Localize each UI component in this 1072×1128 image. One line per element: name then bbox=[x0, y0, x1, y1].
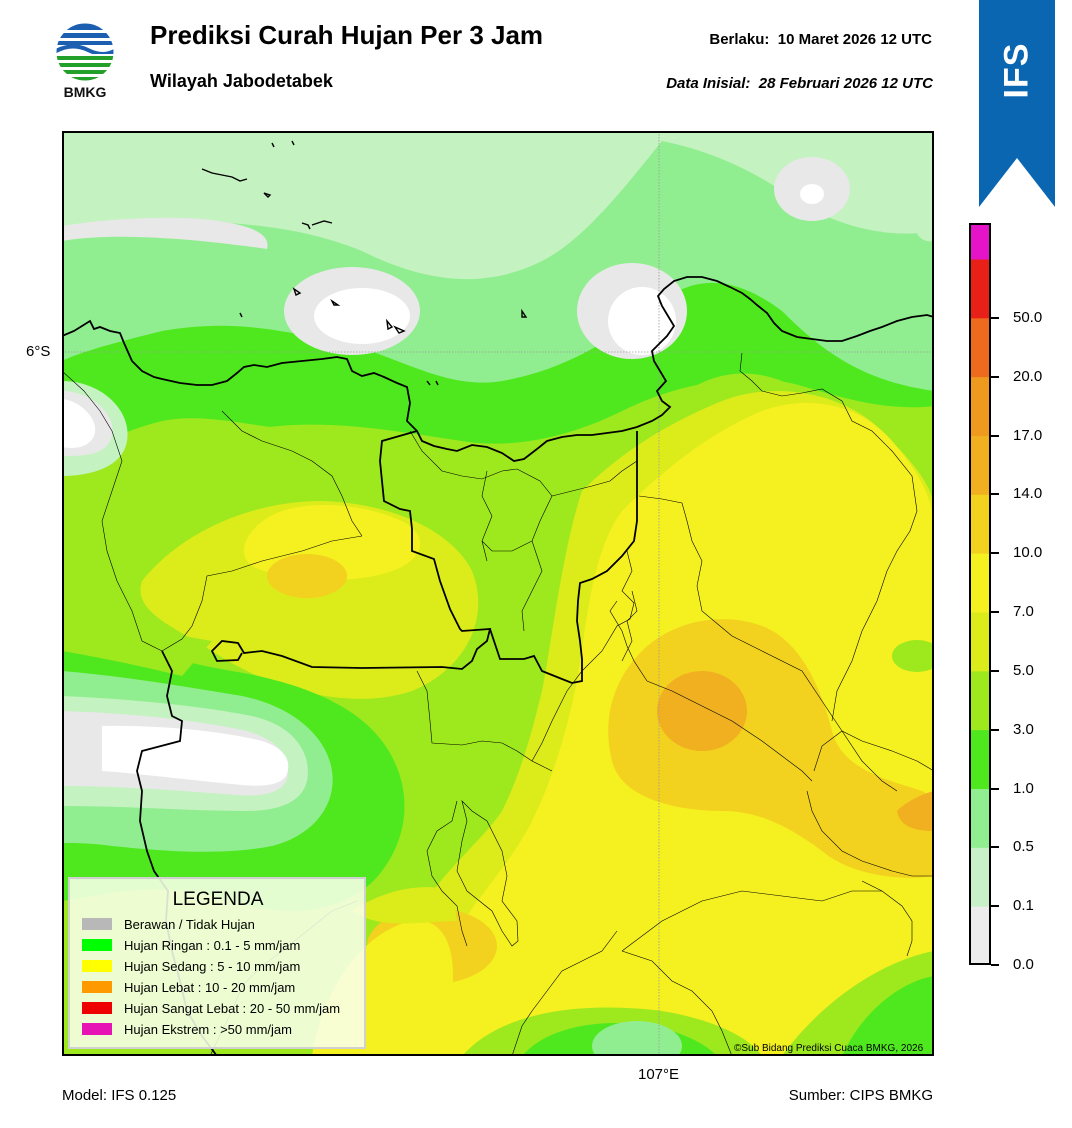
colorbar-tick-label: 20.0 bbox=[1013, 367, 1043, 385]
colorbar-segment bbox=[969, 729, 991, 789]
valid-time: Berlaku: 10 Maret 2026 12 UTC bbox=[709, 31, 932, 48]
legend-swatch bbox=[82, 939, 112, 951]
coastline bbox=[62, 276, 934, 462]
colorbar-segment bbox=[969, 494, 991, 554]
legend-label: Hujan Ringan : 0.1 - 5 mm/jam bbox=[124, 937, 301, 953]
legend-label: Hujan Lebat : 10 - 20 mm/jam bbox=[124, 979, 296, 995]
model-info: Model: IFS 0.125 bbox=[62, 1087, 177, 1104]
colorbar-tick-label: 3.0 bbox=[1013, 720, 1034, 738]
ifs-badge bbox=[979, 0, 1055, 207]
colorbar-tick-label: 0.5 bbox=[1013, 838, 1034, 856]
colorbar-tick bbox=[991, 434, 999, 437]
legend-label: Berawan / Tidak Hujan bbox=[124, 916, 255, 932]
colorbar-segment bbox=[969, 376, 991, 436]
page-title: Prediksi Curah Hujan Per 3 Jam bbox=[150, 20, 544, 50]
longitude-label: 107°E bbox=[638, 1066, 680, 1083]
colorbar-segment bbox=[969, 317, 991, 378]
colorbar-tick bbox=[991, 611, 999, 613]
colorbar-segment bbox=[969, 223, 991, 260]
legend-label: Hujan Ekstrem : >50 mm/jam bbox=[124, 1021, 292, 1037]
legend-swatch bbox=[82, 918, 112, 930]
latitude-label: 6°S bbox=[26, 343, 51, 360]
init-label: Data Inisial: bbox=[666, 75, 751, 92]
colorbar-segment bbox=[969, 847, 991, 907]
legend-label: Hujan Sangat Lebat : 20 - 50 mm/jam bbox=[124, 1000, 341, 1016]
colorbar-segment bbox=[969, 435, 991, 495]
colorbar-tick-label: 14.0 bbox=[1013, 485, 1043, 503]
valid-label: Berlaku: bbox=[709, 31, 770, 48]
colorbar-tick bbox=[991, 964, 999, 966]
colorbar-segment bbox=[969, 612, 991, 672]
region-subtitle: Wilayah Jabodetabek bbox=[150, 71, 333, 91]
map-credit: ©Sub Bidang Prediksi Cuaca BMKG, 2026 bbox=[734, 1043, 924, 1054]
legend-item-moderate-rain: Hujan Sedang : 5 - 10 mm/jam bbox=[82, 958, 300, 974]
colorbar-tick bbox=[991, 905, 999, 908]
colorbar-tick bbox=[991, 375, 999, 378]
legend-item-light-rain: Hujan Ringan : 0.1 - 5 mm/jam bbox=[82, 937, 300, 953]
legend-swatch bbox=[82, 960, 112, 972]
colorbar-tick-label: 5.0 bbox=[1013, 661, 1034, 679]
thousand-islands bbox=[201, 140, 528, 386]
valid-value: 10 Maret 2026 12 UTC bbox=[777, 31, 932, 48]
colorbar-tick bbox=[991, 728, 999, 731]
init-time: Data Inisial: 28 Februari 2026 12 UTC bbox=[666, 75, 933, 92]
legend-swatch bbox=[82, 1023, 112, 1035]
legend-item-no-rain: Berawan / Tidak Hujan bbox=[82, 916, 255, 932]
colorbar-tick-label: 10.0 bbox=[1013, 544, 1043, 562]
colorbar bbox=[969, 223, 991, 965]
colorbar-tick bbox=[991, 316, 999, 319]
legend-swatch bbox=[82, 1002, 112, 1014]
colorbar-tick bbox=[991, 669, 999, 672]
legend-label: Hujan Sedang : 5 - 10 mm/jam bbox=[124, 958, 301, 974]
colorbar-tick-label: 50.0 bbox=[1013, 308, 1043, 326]
colorbar-tick-label: 1.0 bbox=[1013, 779, 1034, 797]
legend-title: LEGENDA bbox=[172, 889, 264, 910]
legend-swatch bbox=[82, 981, 112, 993]
ifs-badge-label: IFS bbox=[997, 42, 1036, 98]
colorbar-tick bbox=[991, 552, 999, 555]
legend-item-very-heavy-rain: Hujan Sangat Lebat : 20 - 50 mm/jam bbox=[82, 1000, 340, 1016]
legend-box: LEGENDA Berawan / Tidak Hujan Hujan Ring… bbox=[68, 877, 366, 1049]
map-frame bbox=[62, 131, 934, 1056]
colorbar-segment bbox=[969, 553, 991, 613]
colorbar-tick-label: 17.0 bbox=[1013, 426, 1043, 444]
colorbar-tick bbox=[991, 787, 999, 790]
logo-text: BMKG bbox=[63, 84, 107, 100]
legend-item-heavy-rain: Hujan Lebat : 10 - 20 mm/jam bbox=[82, 979, 295, 995]
init-value: 28 Februari 2026 12 UTC bbox=[758, 75, 933, 92]
colorbar-frame bbox=[969, 223, 991, 965]
colorbar-tick bbox=[991, 846, 999, 849]
colorbar-tick bbox=[991, 493, 999, 496]
bmkg-logo bbox=[55, 22, 115, 82]
colorbar-segment bbox=[969, 906, 991, 965]
colorbar-tick-label: 0.1 bbox=[1013, 897, 1034, 915]
source-info: Sumber: CIPS BMKG bbox=[788, 1087, 933, 1104]
colorbar-tick-label: 7.0 bbox=[1013, 603, 1034, 620]
colorbar-segment bbox=[969, 670, 991, 731]
heavy-rain-cell bbox=[657, 671, 747, 751]
colorbar-segment bbox=[969, 259, 991, 319]
legend-item-extreme-rain: Hujan Ekstrem : >50 mm/jam bbox=[82, 1021, 292, 1037]
colorbar-tick-label: 0.0 bbox=[1013, 956, 1034, 973]
colorbar-segment bbox=[969, 788, 991, 848]
